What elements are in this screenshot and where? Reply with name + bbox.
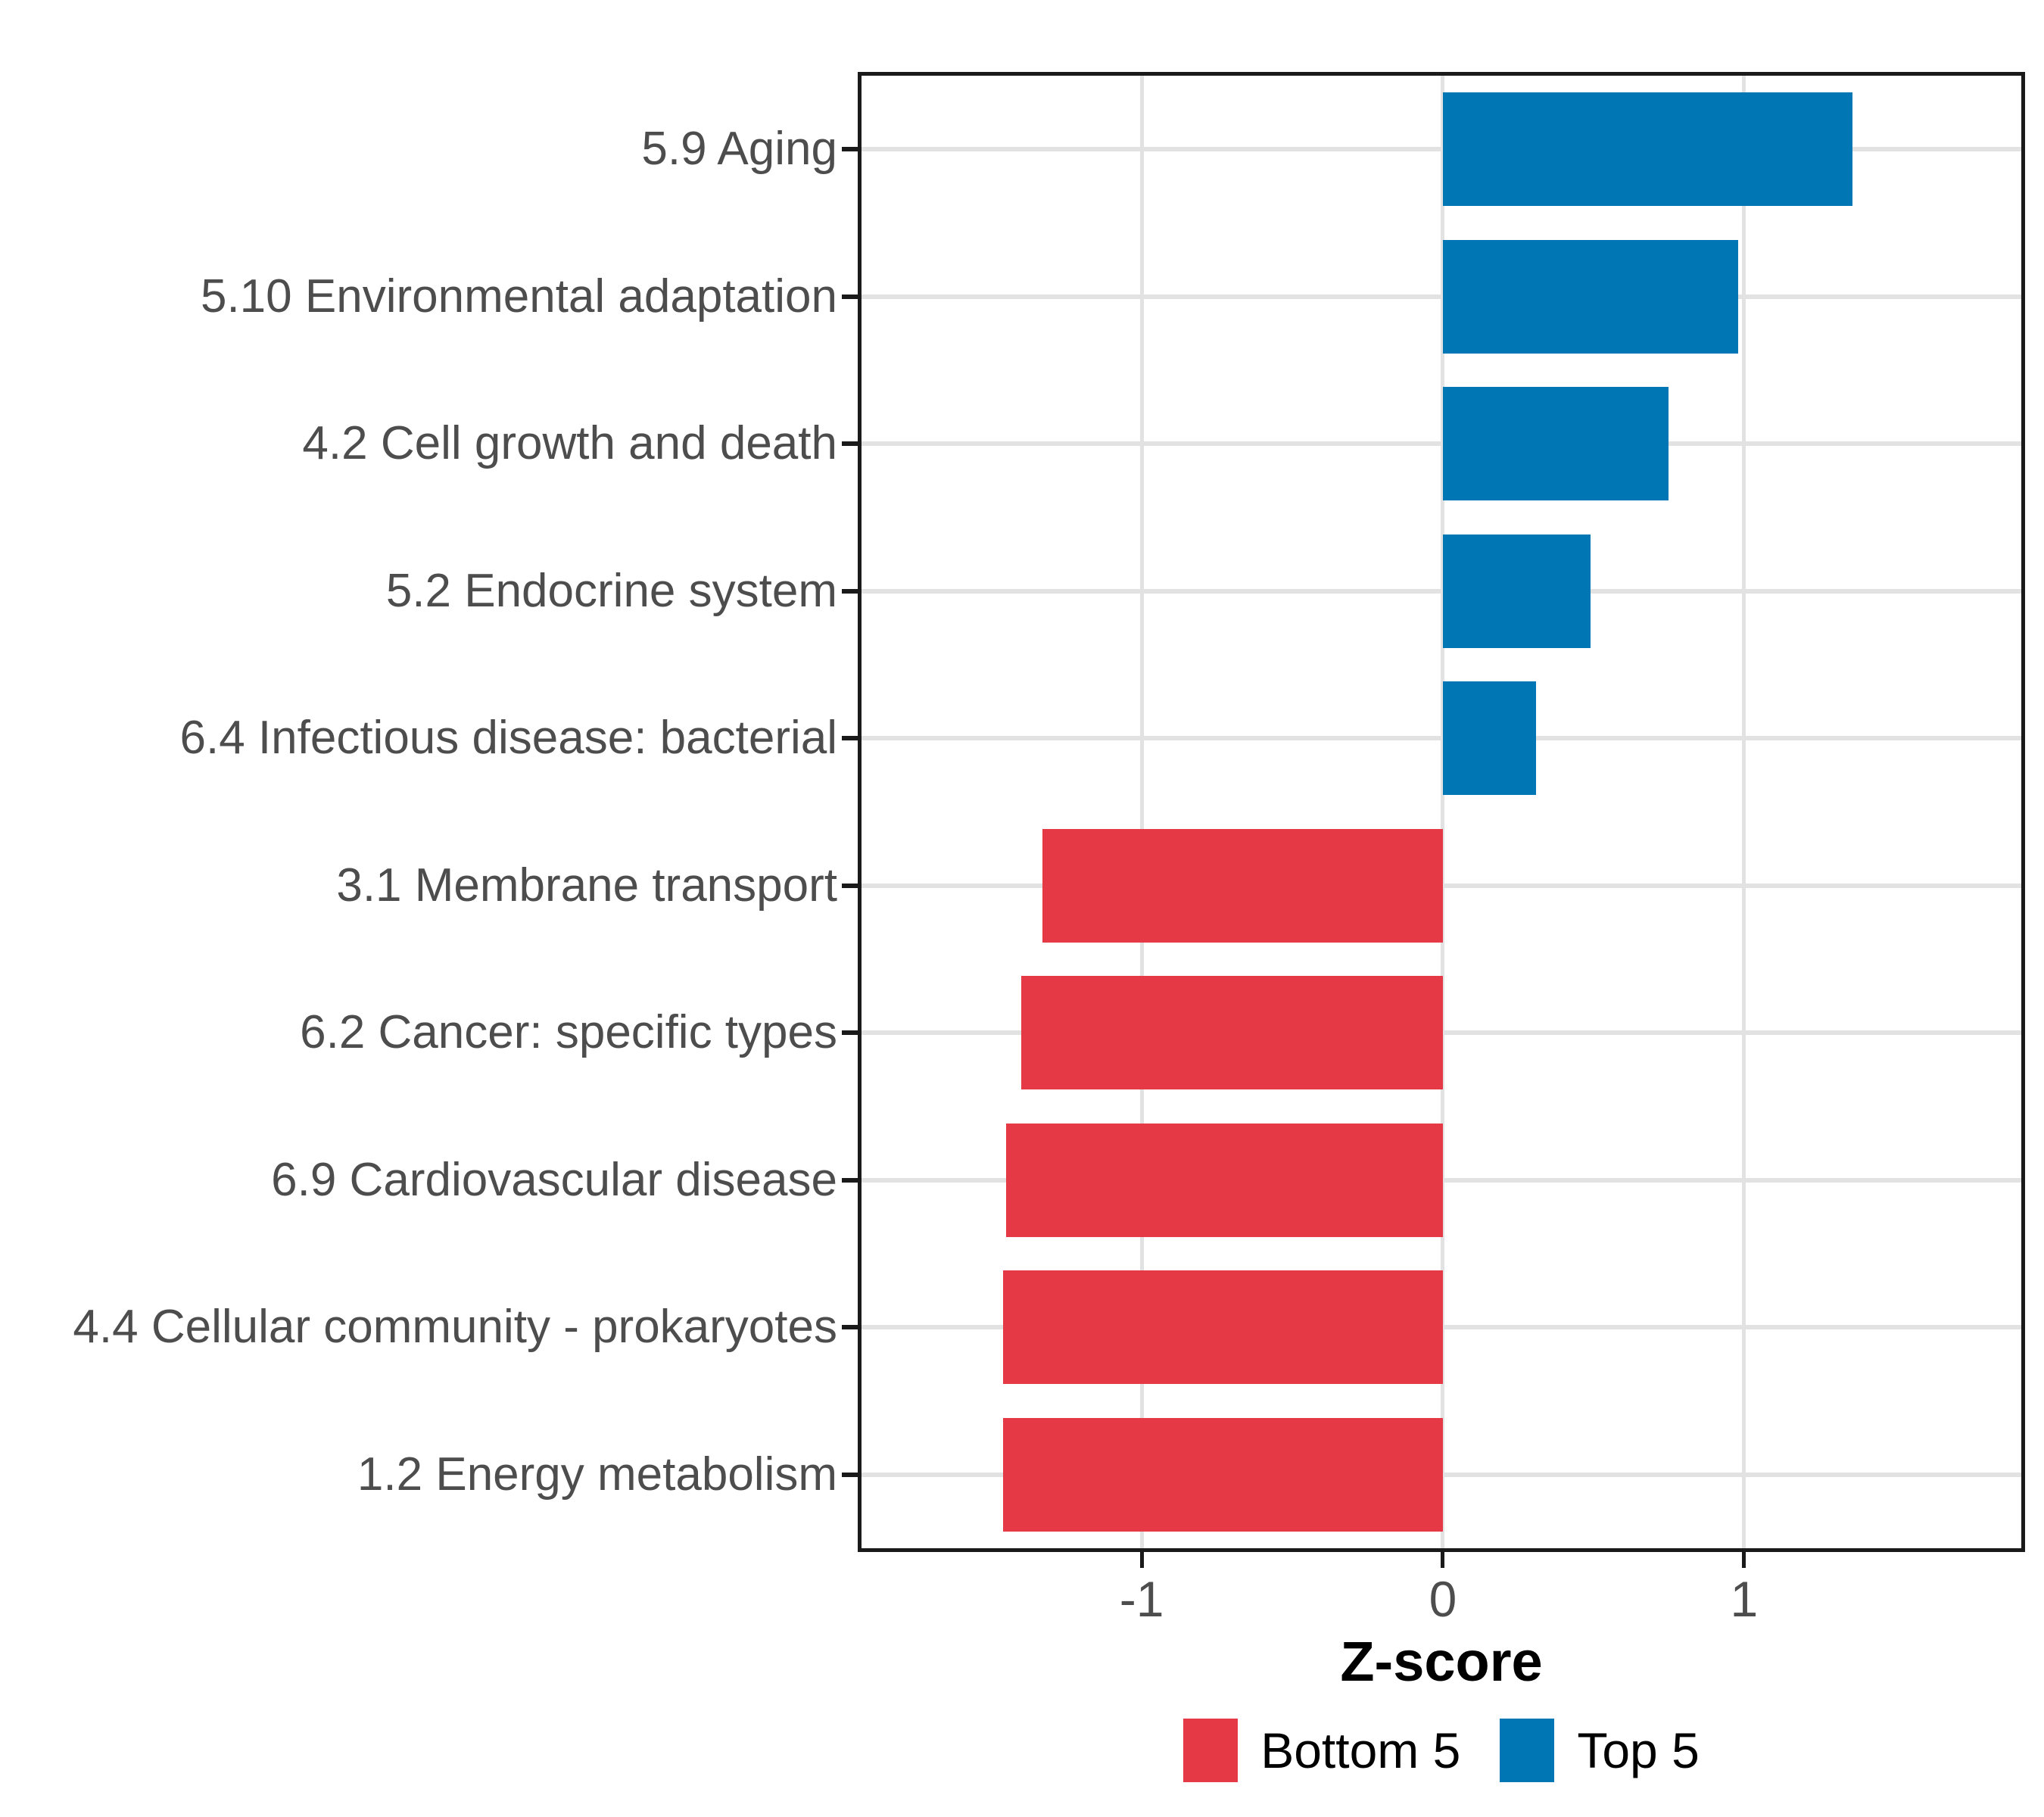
plot-panel-border	[858, 72, 2025, 1552]
legend: Bottom 5 Top 5	[862, 1713, 2021, 1788]
y-axis-tick	[842, 588, 860, 594]
y-axis-tick	[842, 883, 860, 888]
bar-5	[1442, 681, 1537, 796]
x-axis-tick	[1139, 1550, 1144, 1568]
y-axis-tick	[842, 1325, 860, 1330]
x-axis-title: Z-score	[1340, 1630, 1543, 1693]
y-category-label: 4.4 Cellular community - prokaryotes	[73, 1301, 837, 1354]
bar-10	[1003, 1417, 1443, 1532]
y-category-label: 5.2 Endocrine system	[385, 564, 837, 617]
legend-item: Bottom 5	[1183, 1719, 1460, 1782]
x-gridline	[1441, 76, 1445, 1548]
x-gridline	[1742, 76, 1746, 1548]
bar-9	[1003, 1270, 1443, 1385]
y-gridline	[862, 441, 2021, 447]
y-category-label: 4.2 Cell growth and death	[302, 417, 837, 470]
y-axis-tick	[842, 147, 860, 152]
y-axis-tick	[842, 1177, 860, 1183]
y-axis-tick	[842, 441, 860, 447]
legend-swatch	[1500, 1719, 1555, 1782]
legend-item: Top 5	[1500, 1719, 1700, 1782]
y-gridline	[862, 588, 2021, 594]
y-gridline	[862, 147, 2021, 152]
y-gridline	[862, 294, 2021, 299]
bar-7	[1020, 976, 1443, 1090]
x-gridline	[1139, 76, 1144, 1548]
bar-4	[1442, 534, 1591, 648]
x-tick-label: -1	[1119, 1571, 1164, 1627]
y-category-label: 6.9 Cardiovascular disease	[271, 1153, 837, 1206]
x-axis-tick	[1441, 1550, 1445, 1568]
x-tick-label: 0	[1429, 1571, 1457, 1627]
legend-label: Bottom 5	[1260, 1722, 1461, 1778]
y-axis-tick	[842, 736, 860, 741]
x-axis-tick	[1742, 1550, 1746, 1568]
y-gridline	[862, 736, 2021, 741]
legend-label: Top 5	[1577, 1722, 1700, 1778]
legend-swatch	[1183, 1719, 1239, 1782]
bar-6	[1042, 828, 1443, 943]
bar-2	[1442, 239, 1738, 354]
y-axis-tick	[842, 1030, 860, 1036]
y-category-label: 5.9 Aging	[641, 123, 837, 176]
y-category-label: 6.4 Infectious disease: bacterial	[179, 712, 837, 765]
bar-8	[1006, 1123, 1443, 1237]
y-axis-tick	[842, 294, 860, 299]
y-category-label: 5.10 Environmental adaptation	[200, 270, 837, 323]
x-tick-label: 1	[1730, 1571, 1759, 1627]
bar-3	[1442, 387, 1669, 501]
y-category-label: 1.2 Energy metabolism	[357, 1448, 837, 1501]
bar-1	[1442, 92, 1853, 207]
y-category-label: 3.1 Membrane transport	[336, 859, 837, 912]
y-axis-tick	[842, 1472, 860, 1477]
y-category-label: 6.2 Cancer: specific types	[300, 1006, 837, 1059]
